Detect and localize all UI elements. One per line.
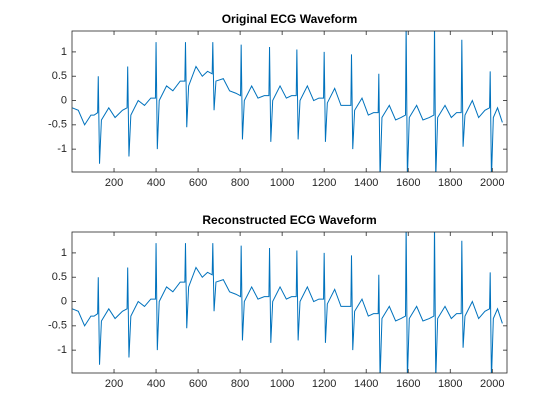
x-tick-label: 400 <box>147 378 165 390</box>
y-tick-label: 0 <box>61 94 67 106</box>
x-tick-label: 2000 <box>480 177 504 189</box>
x-tick-label: 1600 <box>396 378 420 390</box>
y-tick-label: 1 <box>61 46 67 58</box>
x-tick-label: 1200 <box>312 177 336 189</box>
ecg-line <box>72 232 503 373</box>
x-tick-label: 1000 <box>270 177 294 189</box>
axes-box <box>71 30 508 173</box>
x-tick-label: 600 <box>189 378 207 390</box>
x-tick-label: 800 <box>231 177 249 189</box>
x-tick-label: 400 <box>147 177 165 189</box>
ecg-line <box>72 31 503 172</box>
x-tick-label: 600 <box>189 177 207 189</box>
x-tick-label: 1400 <box>354 378 378 390</box>
x-tick-label: 1600 <box>396 177 420 189</box>
chart-title: Original ECG Waveform <box>222 12 358 26</box>
x-tick-label: 1800 <box>438 177 462 189</box>
y-tick-label: 0 <box>61 295 67 307</box>
x-tick-label: 1400 <box>354 177 378 189</box>
x-tick-label: 1800 <box>438 378 462 390</box>
axes-box <box>71 231 508 374</box>
y-tick-label: -1 <box>57 344 67 356</box>
y-tick-label: -0.5 <box>48 119 67 131</box>
x-tick-label: 1000 <box>270 378 294 390</box>
x-tick-label: 200 <box>105 177 123 189</box>
y-tick-label: 0.5 <box>52 271 67 283</box>
y-tick-label: -1 <box>57 143 67 155</box>
x-tick-label: 800 <box>231 378 249 390</box>
x-tick-label: 200 <box>105 378 123 390</box>
y-tick-label: 1 <box>61 247 67 259</box>
x-tick-label: 1200 <box>312 378 336 390</box>
x-tick-label: 2000 <box>480 378 504 390</box>
y-tick-label: -0.5 <box>48 320 67 332</box>
y-tick-label: 0.5 <box>52 70 67 82</box>
chart-title: Reconstructed ECG Waveform <box>202 213 376 227</box>
